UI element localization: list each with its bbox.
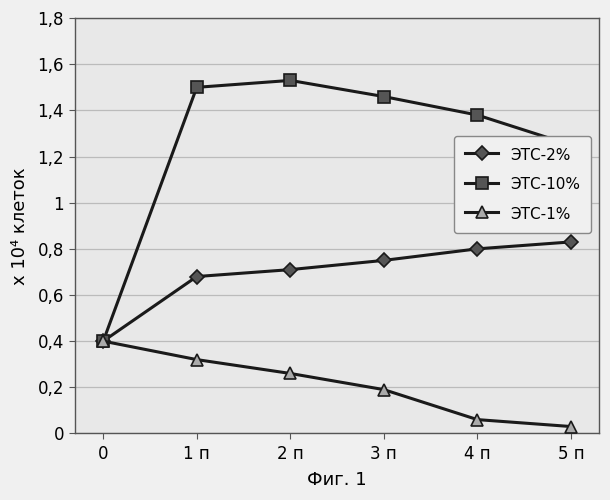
ЭТС-10% [567,142,575,148]
ЭТС-2% [567,239,575,245]
Line: ЭТС-1%: ЭТС-1% [98,336,576,432]
Legend: ЭТС-2%, ЭТС-10%, ЭТС-1%: ЭТС-2%, ЭТС-10%, ЭТС-1% [454,136,591,232]
X-axis label: Фиг. 1: Фиг. 1 [307,471,367,489]
ЭТС-10% [99,338,107,344]
ЭТС-1% [99,338,107,344]
ЭТС-2% [380,258,387,264]
ЭТС-1% [193,356,201,362]
Line: ЭТС-2%: ЭТС-2% [98,237,576,346]
ЭТС-1% [567,424,575,430]
ЭТС-10% [473,112,481,118]
ЭТС-1% [287,370,294,376]
Y-axis label: x 10⁴ клеток: x 10⁴ клеток [11,167,29,284]
ЭТС-2% [193,274,201,280]
ЭТС-2% [473,246,481,252]
ЭТС-2% [287,266,294,272]
Line: ЭТС-10%: ЭТС-10% [98,75,576,346]
ЭТС-2% [99,338,107,344]
ЭТС-10% [380,94,387,100]
ЭТС-1% [473,416,481,422]
ЭТС-10% [287,78,294,84]
ЭТС-10% [193,84,201,90]
ЭТС-1% [380,386,387,392]
